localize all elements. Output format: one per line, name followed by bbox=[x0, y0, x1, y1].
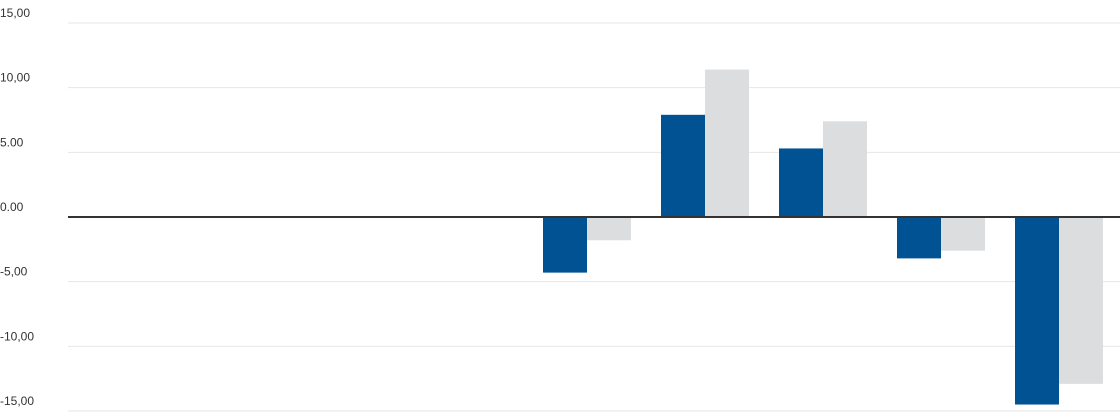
y-tick-label: -5,00 bbox=[0, 265, 28, 279]
y-axis-ticks: 15,00 10,00 5.00 0.00 -5,00 -10,00 -15,00 bbox=[0, 6, 34, 408]
bar-series-1-category-5 bbox=[543, 217, 587, 273]
y-tick-label: -10,00 bbox=[0, 329, 34, 343]
bar-series-1-category-7 bbox=[779, 148, 823, 217]
grid-layer bbox=[68, 22, 1120, 412]
bar-series-2-category-8 bbox=[941, 217, 985, 251]
y-tick-label: 10,00 bbox=[0, 71, 30, 85]
y-tick-label: -15,00 bbox=[0, 394, 34, 408]
bar-series-2-category-6 bbox=[705, 69, 749, 217]
y-tick-label: 5.00 bbox=[0, 135, 24, 149]
bar-series-1-category-6 bbox=[661, 114, 705, 217]
y-tick-label: 0.00 bbox=[0, 200, 24, 214]
bar-series-2-category-9 bbox=[1059, 217, 1103, 384]
bar-series-2-category-7 bbox=[823, 121, 867, 217]
bars bbox=[543, 69, 1103, 405]
bar-series-1-category-9 bbox=[1015, 217, 1059, 405]
bar-series-2-category-5 bbox=[587, 217, 631, 241]
y-tick-label: 15,00 bbox=[0, 6, 30, 20]
bar-series-1-category-8 bbox=[897, 217, 941, 259]
